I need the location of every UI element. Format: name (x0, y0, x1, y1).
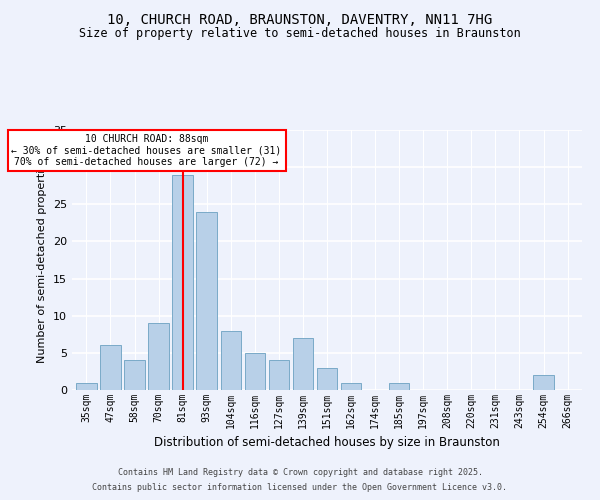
Bar (533, 375, 554, 390)
Y-axis label: Number of semi-detached properties: Number of semi-detached properties (37, 157, 47, 363)
Text: Size of property relative to semi-detached houses in Braunston: Size of property relative to semi-detach… (79, 28, 521, 40)
X-axis label: Distribution of semi-detached houses by size in Braunston: Distribution of semi-detached houses by … (154, 436, 500, 450)
Text: 10 CHURCH ROAD: 88sqm
← 30% of semi-detached houses are smaller (31)
70% of semi: 10 CHURCH ROAD: 88sqm ← 30% of semi-deta… (11, 134, 282, 167)
Text: Contains public sector information licensed under the Open Government Licence v3: Contains public sector information licen… (92, 483, 508, 492)
Bar (76, 382, 97, 390)
Bar (245, 353, 265, 390)
Bar (172, 174, 193, 390)
Text: Contains HM Land Registry data © Crown copyright and database right 2025.: Contains HM Land Registry data © Crown c… (118, 468, 482, 477)
Bar (269, 360, 289, 390)
Bar (317, 368, 337, 390)
Bar (124, 360, 145, 390)
Bar (196, 212, 217, 390)
Bar (221, 330, 241, 390)
Bar (148, 323, 169, 390)
Text: 10, CHURCH ROAD, BRAUNSTON, DAVENTRY, NN11 7HG: 10, CHURCH ROAD, BRAUNSTON, DAVENTRY, NN… (107, 12, 493, 26)
Bar (341, 382, 361, 390)
Bar (293, 338, 313, 390)
Bar (389, 382, 409, 390)
Bar (100, 346, 121, 390)
